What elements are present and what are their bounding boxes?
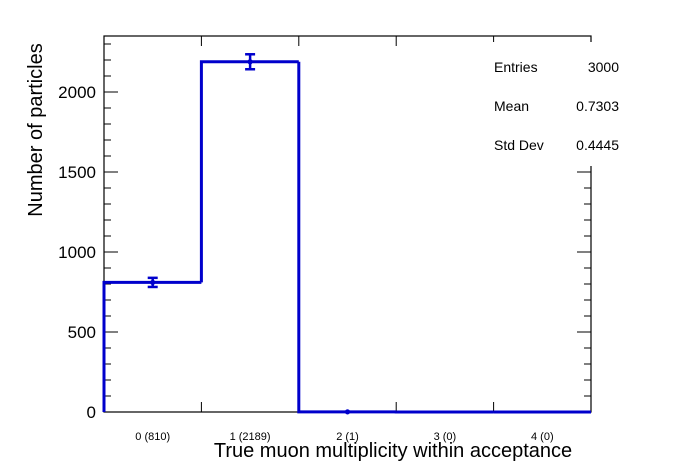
x-tick-label: 3 (0) [434, 431, 457, 443]
y-tick-label: 500 [68, 323, 96, 342]
stats-std-value: 0.4445 [576, 137, 619, 153]
x-tick-label: 0 (810) [135, 431, 170, 443]
y-tick-label: 1000 [58, 243, 96, 262]
stats-mean-value: 0.7303 [576, 98, 619, 114]
stats-std-label: Std Dev [494, 137, 544, 153]
stats-entries-value: 3000 [588, 59, 619, 75]
y-axis-title: Number of particles [25, 43, 47, 216]
stats-box [478, 42, 628, 166]
histogram-bin [297, 61, 397, 414]
histogram-bin [199, 60, 299, 283]
data-point [344, 409, 351, 415]
y-tick-label: 2000 [58, 83, 96, 102]
y-tick-label: 1500 [58, 163, 96, 182]
x-axis-title: True muon multiplicity within acceptance [214, 440, 572, 462]
y-tick-label: 0 [87, 403, 96, 422]
stats-mean-label: Mean [494, 98, 529, 114]
stats-entries-label: Entries [494, 59, 538, 75]
x-tick-label: 4 (0) [531, 431, 554, 443]
x-tick-label: 1 (2189) [230, 431, 271, 443]
data-point [247, 59, 253, 65]
data-point [150, 279, 156, 285]
x-tick-label: 2 (1) [336, 431, 359, 443]
histogram-bin [102, 280, 202, 412]
